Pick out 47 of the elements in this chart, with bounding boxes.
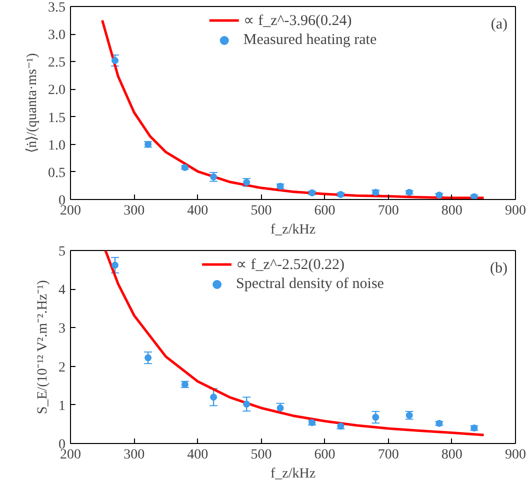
y-tick-label: 4: [58, 283, 66, 298]
y-tick-label: 2.0: [48, 83, 66, 98]
point: [112, 57, 118, 64]
x-tick-label: 800: [441, 448, 462, 462]
point: [372, 414, 380, 421]
y-tick-label: 2: [58, 360, 66, 376]
y-tick-label: 1: [58, 398, 66, 414]
x-tick-label: 500: [250, 204, 272, 218]
x-tick-label: 700: [378, 204, 399, 218]
x-tick-label: 400: [187, 204, 208, 218]
annotation: (b): [490, 260, 508, 276]
legend-label: Spectral density of noise: [236, 276, 384, 292]
point: [112, 262, 118, 269]
x-axis-title: f_z/kHz: [270, 466, 316, 482]
point: [144, 354, 152, 362]
point: [243, 400, 250, 408]
y-tick-label: 3.0: [48, 28, 66, 44]
x-tick-label: 200: [60, 204, 81, 218]
legend-label: ∝ f_z^-2.52(0.22): [236, 256, 344, 274]
x-tick-label: 600: [314, 448, 336, 462]
x-tick-label: 600: [314, 204, 336, 218]
y-axis-title: ⟨ṅ⟩/(quanta·ms⁻¹): [25, 52, 40, 153]
y-axis-title: S_E/(10⁻¹² V².m⁻².Hz⁻¹): [36, 280, 50, 414]
x-tick-label: 500: [250, 448, 272, 462]
point: [470, 193, 478, 200]
y-tick-label: 3: [58, 322, 66, 337]
x-tick-label: 300: [124, 448, 145, 462]
y-tick-label: 2.5: [48, 56, 66, 71]
y-tick-label: 3.5: [48, 0, 66, 16]
y-tick-label: 1.5: [48, 110, 66, 126]
x-tick-label: 800: [441, 204, 462, 218]
x-tick-label: 300: [124, 204, 145, 218]
x-tick-label: 400: [187, 448, 208, 462]
x-tick-label: 700: [378, 448, 399, 462]
legend-label: ∝ f_z^-3.96(0.24): [243, 12, 352, 30]
annotation: (a): [490, 16, 508, 32]
legend-label: Measured heating rate: [243, 32, 377, 48]
x-tick-label: 900: [505, 204, 526, 218]
line-series: [104, 250, 485, 436]
y-tick-label: 5: [58, 244, 66, 260]
y-tick-label: 1.0: [48, 138, 66, 154]
point: [337, 422, 344, 430]
x-axis-title: f_z/kHz: [270, 222, 316, 238]
y-tick-label: 0.5: [48, 166, 66, 181]
x-tick-label: 200: [60, 448, 81, 462]
x-tick-label: 900: [505, 448, 526, 462]
point: [210, 394, 218, 401]
